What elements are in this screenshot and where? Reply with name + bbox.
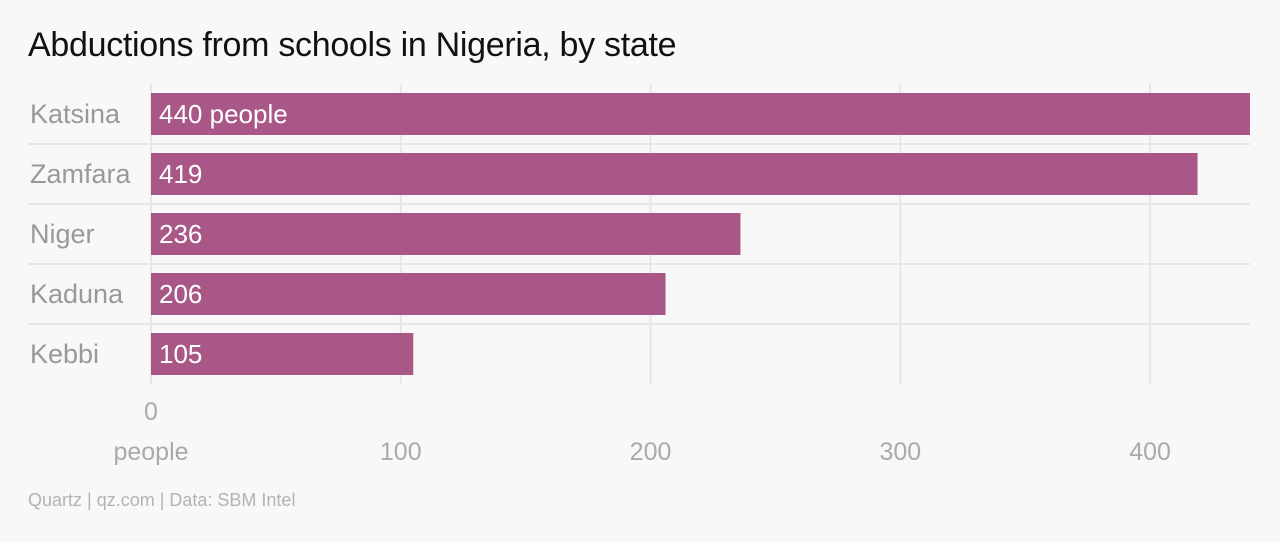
- data-label: 206: [159, 279, 202, 309]
- category-label: Katsina: [30, 99, 121, 129]
- category-label: Kaduna: [30, 279, 124, 309]
- data-label: 105: [159, 339, 202, 369]
- data-label: 440 people: [159, 99, 288, 129]
- bar: [151, 213, 741, 255]
- bar: [151, 93, 1250, 135]
- data-label: 419: [159, 159, 202, 189]
- category-label: Zamfara: [30, 159, 132, 189]
- category-label: Niger: [30, 219, 95, 249]
- bar: [151, 333, 414, 375]
- tick-label: 400: [1129, 438, 1171, 466]
- bar: [151, 273, 666, 315]
- tick-label: 300: [879, 438, 921, 466]
- bar: [151, 153, 1198, 195]
- data-label: 236: [159, 219, 202, 249]
- tick-label: 0: [144, 398, 158, 426]
- x-axis-ticks: 0 people 100 200 300 400: [113, 398, 1170, 466]
- category-labels: Katsina Zamfara Niger Kaduna Kebbi: [30, 99, 132, 369]
- category-label: Kebbi: [30, 339, 99, 369]
- x-unit-label: people: [113, 438, 188, 466]
- source-note: Quartz | qz.com | Data: SBM Intel: [28, 490, 296, 510]
- chart-title: Abductions from schools in Nigeria, by s…: [28, 26, 677, 64]
- tick-label: 100: [380, 438, 422, 466]
- bars: 440 people 419 236 206 105: [151, 93, 1250, 375]
- tick-label: 200: [630, 438, 672, 466]
